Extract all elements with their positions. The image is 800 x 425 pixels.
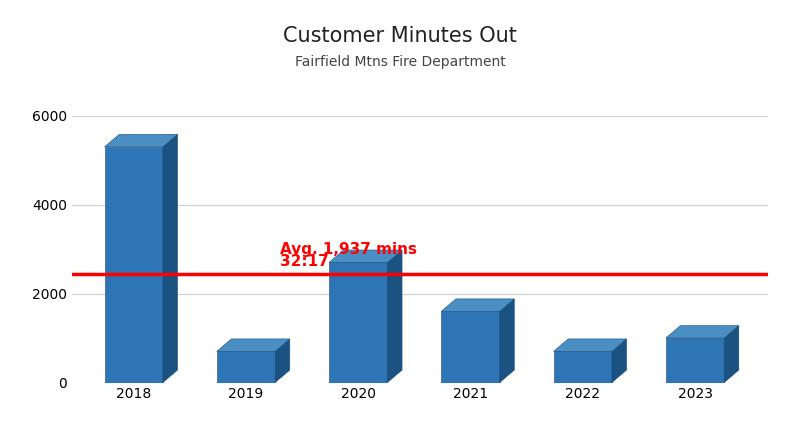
Text: 32:17: 32:17	[280, 254, 329, 269]
Polygon shape	[275, 339, 290, 382]
Polygon shape	[105, 134, 178, 147]
Polygon shape	[666, 338, 724, 382]
Text: Avg. 1,937 mins: Avg. 1,937 mins	[280, 242, 417, 257]
Polygon shape	[105, 147, 163, 382]
Polygon shape	[217, 351, 275, 382]
Polygon shape	[554, 351, 612, 382]
Polygon shape	[500, 299, 514, 382]
Text: Fairfield Mtns Fire Department: Fairfield Mtns Fire Department	[294, 55, 506, 69]
Polygon shape	[724, 326, 739, 382]
Polygon shape	[217, 339, 290, 351]
Polygon shape	[329, 250, 402, 263]
Polygon shape	[163, 134, 178, 383]
Polygon shape	[329, 263, 387, 382]
Polygon shape	[666, 326, 739, 338]
Polygon shape	[612, 339, 626, 382]
Polygon shape	[442, 299, 514, 312]
Polygon shape	[387, 250, 402, 382]
Polygon shape	[442, 312, 500, 382]
Polygon shape	[554, 339, 626, 351]
Text: Customer Minutes Out: Customer Minutes Out	[283, 26, 517, 45]
